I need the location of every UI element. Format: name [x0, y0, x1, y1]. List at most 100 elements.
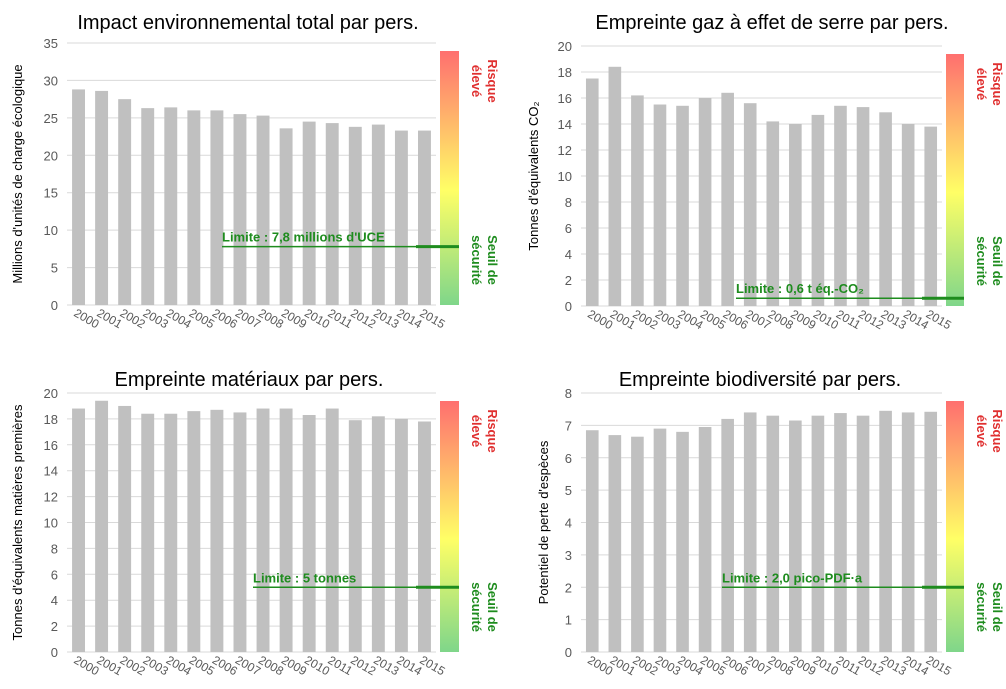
bar [210, 409, 224, 652]
bar [256, 408, 270, 652]
safe-threshold-line: Seuil de [485, 582, 500, 632]
bar [901, 412, 915, 652]
bar [585, 78, 599, 306]
y-tick-label: 20 [44, 386, 58, 401]
bar [766, 121, 780, 307]
bar [256, 115, 270, 306]
y-axis-label: Tonnes d'équivalents CO₂ [526, 101, 541, 250]
chart-panel-1: Impact environnemental total par pers. 0 5… [10, 12, 500, 331]
y-tick-label: 1 [565, 613, 572, 628]
bar [187, 110, 201, 305]
y-tick-label: 4 [565, 516, 572, 531]
bar [302, 415, 316, 652]
y-tick-label: 6 [51, 567, 58, 582]
bar [834, 105, 847, 306]
y-tick-label: 0 [565, 645, 572, 660]
bar [164, 413, 178, 652]
bar [233, 412, 247, 652]
y-tick-label: 16 [44, 438, 58, 453]
limit-label: Limite : 5 tonnes [253, 570, 356, 585]
bar [302, 121, 316, 305]
bar [789, 124, 802, 306]
y-tick-label: 0 [51, 298, 58, 313]
bar [210, 110, 224, 305]
y-tick-label: 2 [565, 273, 572, 288]
bar [834, 413, 847, 652]
bar [233, 114, 247, 305]
bar [653, 104, 667, 306]
safe-threshold-label: Seuil desécurité [469, 582, 500, 632]
y-tick-label: 10 [44, 223, 58, 238]
bar [901, 124, 915, 306]
y-tick-label: 2 [565, 580, 572, 595]
risk-high-line: Risque [485, 409, 500, 452]
y-tick-label: 16 [558, 91, 572, 106]
limit-label: Limite : 0,6 t éq.-CO₂ [736, 281, 864, 296]
risk-high-line: élevé [974, 415, 989, 448]
bar [811, 415, 825, 652]
safe-threshold-line: sécurité [469, 582, 484, 632]
bar [924, 411, 938, 652]
y-tick-label: 7 [565, 418, 572, 433]
bar [394, 418, 408, 652]
risk-high-line: Risque [485, 59, 500, 102]
bar [653, 428, 667, 652]
y-tick-label: 8 [565, 195, 572, 210]
limit-label: Limite : 7,8 millions d'UCE [222, 230, 385, 245]
bar [631, 95, 644, 307]
risk-high-line: élevé [974, 68, 989, 101]
chart-title: Empreinte biodiversité par pers. [619, 369, 901, 391]
bar [789, 420, 802, 652]
safe-threshold-line: Seuil de [990, 236, 1005, 286]
y-tick-label: 14 [558, 117, 572, 132]
bar [856, 415, 870, 652]
chart-panel-3: Empreinte matériaux par pers. 0 2 4 6 8 10 12 14… [10, 369, 500, 678]
safe-threshold-line: sécurité [974, 582, 989, 632]
bar [766, 415, 780, 652]
bar [371, 416, 385, 652]
risk-high-line: élevé [469, 415, 484, 448]
x-tick-label: 2015 [924, 307, 954, 333]
bar [279, 128, 293, 305]
risk-high-label: Risqueélevé [469, 409, 500, 452]
risk-gradient-bar [946, 401, 964, 652]
bar [698, 426, 712, 652]
safe-threshold-label: Seuil desécurité [469, 235, 500, 285]
bar [608, 435, 622, 652]
safe-threshold-line: Seuil de [990, 582, 1005, 632]
y-axis-label: Tonnes d'équivalents matières premières [10, 404, 25, 640]
bar [141, 413, 155, 652]
bar [698, 98, 712, 306]
y-tick-label: 5 [51, 261, 58, 276]
y-tick-label: 0 [51, 645, 58, 660]
chart-title: Empreinte gaz à effet de serre par pers. [595, 12, 948, 34]
bar [118, 405, 132, 652]
risk-gradient-bar [946, 54, 964, 306]
risk-high-label: Risqueélevé [974, 62, 1005, 105]
y-tick-label: 35 [44, 36, 58, 51]
bar [72, 89, 85, 305]
y-tick-label: 6 [565, 451, 572, 466]
bar [325, 123, 339, 306]
bar [743, 412, 757, 652]
bar [72, 408, 85, 652]
bar [608, 66, 622, 306]
risk-gradient-bar [440, 51, 459, 305]
bar [631, 436, 644, 652]
y-tick-label: 20 [558, 39, 572, 54]
bar [95, 400, 109, 652]
risk-high-line: Risque [990, 62, 1005, 105]
bar [279, 408, 293, 652]
bar [95, 90, 109, 305]
y-axis-label: Potentiel de perte d'espèces [536, 440, 551, 604]
safe-threshold-line: Seuil de [485, 235, 500, 285]
y-tick-label: 0 [565, 299, 572, 314]
y-tick-label: 4 [565, 247, 572, 262]
safe-threshold-label: Seuil desécurité [974, 582, 1005, 632]
bar [585, 430, 599, 652]
x-tick-label: 2015 [417, 653, 447, 679]
y-tick-label: 3 [565, 548, 572, 563]
bar [325, 408, 339, 652]
y-tick-label: 30 [44, 73, 58, 88]
